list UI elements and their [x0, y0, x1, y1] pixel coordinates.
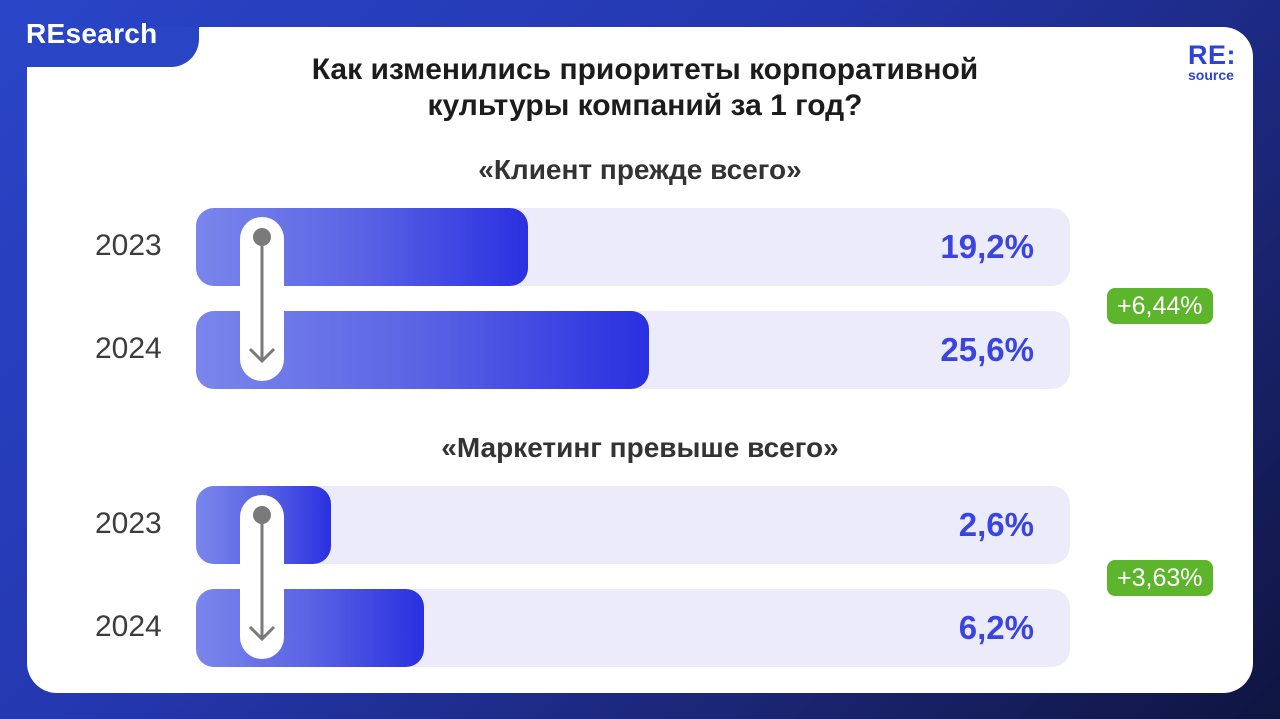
title-line-1: Как изменились приоритеты корпоративной [311, 53, 979, 86]
change-badge: +6,44% [1107, 288, 1213, 324]
brand-tab-bg-overlay [27, 27, 199, 67]
change-badge: +3,63% [1107, 560, 1213, 596]
chart-title: Как изменились приоритеты корпоративной … [0, 52, 1280, 124]
bar-fill [196, 589, 424, 667]
year-label: 2024 [95, 610, 162, 643]
year-label: 2024 [95, 332, 162, 365]
title-line-2: культуры компаний за 1 год? [427, 89, 863, 122]
logo-sub: source [1188, 67, 1234, 83]
year-label: 2023 [95, 229, 162, 262]
resource-logo: RE: source [1188, 40, 1236, 83]
change-connector [240, 495, 284, 659]
bar-value: 6,2% [958, 609, 1034, 646]
bar-value: 25,6% [940, 331, 1034, 368]
arrow-down-icon [248, 506, 276, 642]
bar-track: 25,6% [196, 311, 1070, 389]
bar-track: 2,6% [196, 486, 1070, 564]
bar-value: 19,2% [940, 228, 1034, 265]
bar-track: 6,2% [196, 589, 1070, 667]
change-connector [240, 217, 284, 381]
logo-main: RE: [1188, 40, 1236, 70]
brand-tag-label: REsearch [26, 18, 158, 49]
arrow-down-icon [248, 228, 276, 364]
section-title-marketing: «Маркетинг превыше всего» [441, 432, 839, 463]
bar-track: 19,2% [196, 208, 1070, 286]
section-title-client: «Клиент прежде всего» [478, 154, 802, 185]
bar-value: 2,6% [958, 506, 1034, 543]
year-label: 2023 [95, 507, 162, 540]
